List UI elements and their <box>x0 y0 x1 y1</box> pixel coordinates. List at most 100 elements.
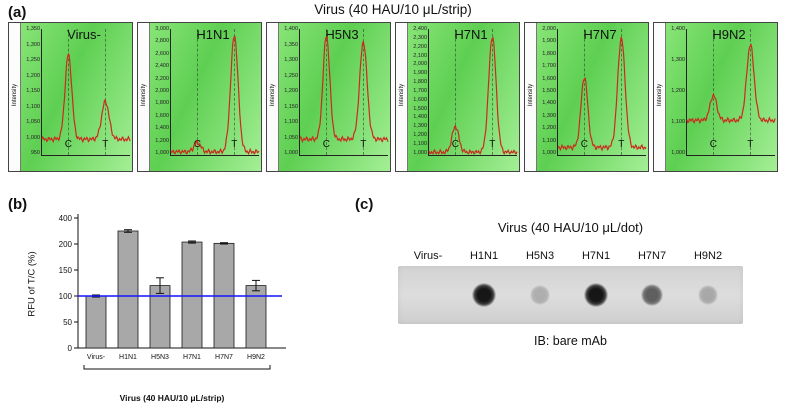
intensity-trace <box>41 52 131 144</box>
strip-chart-virus: Intensity 1,350 1,300 1,250 1,200 1,150 1,100 1… <box>8 22 133 172</box>
panel-a-label: (a) <box>8 4 27 21</box>
bar-chart-x-axis-group-label: Virus (40 HAU/10 μL/strip) <box>119 393 225 403</box>
strip-y-tick: 1,300 <box>284 57 298 63</box>
strip-name: H7N7 <box>583 27 617 42</box>
strip-y-tick: 1,300 <box>671 57 685 63</box>
strip-y-tick: 1,050 <box>26 119 40 125</box>
blot-dot-h7n1 <box>584 283 608 307</box>
dot-label-virus: Virus- <box>413 250 443 262</box>
bar-h5n3 <box>149 285 171 349</box>
intensity-axis-band <box>525 23 537 171</box>
strip-y-tick: 1,150 <box>26 88 40 94</box>
c-line-label: C <box>709 139 717 150</box>
strip-trace-svg <box>428 36 518 156</box>
strip-y-tick-labels: 2,400 2,300 2,200 2,100 2,000 1,900 1,800 1,700… <box>409 26 428 156</box>
strip-y-tick: 2,100 <box>413 52 427 59</box>
c-line-gridline <box>584 29 586 155</box>
strip-y-tick: 2,800 <box>155 38 169 45</box>
intensity-trace <box>170 36 260 156</box>
t-line-gridline <box>105 29 107 155</box>
x-group-bracket <box>83 365 271 370</box>
t-line-gridline <box>363 29 365 155</box>
intensity-axis-band <box>654 23 666 171</box>
strip-y-tick: 1,100 <box>26 103 40 110</box>
c-line-gridline <box>197 29 199 155</box>
strip-y-tick: 1,100 <box>413 140 427 147</box>
t-line-gridline <box>492 29 494 155</box>
strip-y-tick: 1,300 <box>542 112 556 119</box>
strip-y-axis-line <box>428 29 429 155</box>
strip-y-tick-labels: 3,000 2,800 2,600 2,400 2,200 2,000 1,800 1,600… <box>151 26 170 156</box>
strip-y-tick: 2,400 <box>413 26 427 32</box>
strip-y-tick-labels: 2,000 1,900 1,800 1,700 1,600 1,500 1,400 1,300… <box>538 26 557 156</box>
strip-y-tick: 1,150 <box>284 103 298 110</box>
strip-y-tick: 1,400 <box>284 26 298 32</box>
strip-y-tick: 2,000 <box>413 61 427 68</box>
x-tick-label: H7N7 <box>215 354 233 361</box>
strip-y-tick: 1,000 <box>413 149 427 156</box>
strip-y-axis-line <box>170 29 171 155</box>
strip-y-tick: 1,500 <box>413 105 427 112</box>
strip-x-axis-line <box>41 155 130 156</box>
strip-chart-h7n1: Intensity 2,400 2,300 2,200 2,100 2,000 1,900 1… <box>395 22 520 172</box>
strip-y-tick: 1,200 <box>671 88 685 94</box>
strip-y-tick: 1,800 <box>155 100 169 107</box>
t-line-label: T <box>231 139 238 150</box>
strip-y-tick: 1,200 <box>155 137 169 144</box>
x-tick-label: H5N3 <box>151 354 169 361</box>
y-tick-label: 100 <box>59 292 73 301</box>
blot-dot-h7n7 <box>641 284 663 306</box>
intensity-trace <box>299 35 389 144</box>
y-tick-label: 50 <box>63 318 72 327</box>
panel-c-label: (c) <box>355 196 374 213</box>
strip-y-tick: 1,050 <box>284 134 298 141</box>
strip-x-axis-line <box>428 155 517 156</box>
strip-y-tick: 1,200 <box>542 125 556 132</box>
c-line-gridline <box>455 29 457 155</box>
strip-y-tick: 2,000 <box>542 26 556 32</box>
t-line-label: T <box>489 139 496 150</box>
strip-chart-h1n1: Intensity 3,000 2,800 2,600 2,400 2,200 2,000 1… <box>137 22 262 172</box>
strip-y-tick: 1,400 <box>671 26 685 32</box>
dot-blot-title: Virus (40 HAU/10 μL/dot) <box>497 220 644 235</box>
strip-y-tick: 1,000 <box>26 134 40 141</box>
c-line-gridline <box>326 29 328 155</box>
c-line-label: C <box>193 139 201 150</box>
bar-h7n1 <box>181 241 203 349</box>
strip-y-tick: 2,200 <box>155 75 169 82</box>
bar-h9n2 <box>245 285 267 349</box>
strip-x-axis-line <box>686 155 775 156</box>
strip-trace-svg <box>41 52 131 144</box>
strip-y-tick: 1,600 <box>542 75 556 82</box>
intensity-axis-band <box>138 23 150 171</box>
intensity-axis-band <box>396 23 408 171</box>
panel-b-label: (b) <box>8 196 28 213</box>
strip-x-axis-line <box>170 155 259 156</box>
strip-x-axis-line <box>557 155 646 156</box>
strip-y-tick: 1,900 <box>542 38 556 45</box>
strip-y-tick: 1,600 <box>413 96 427 103</box>
c-line-label: C <box>64 139 72 150</box>
strip-y-tick: 1,700 <box>413 87 427 94</box>
dot-blot-membrane <box>398 266 743 324</box>
intensity-trace <box>557 36 647 152</box>
t-line-label: T <box>618 139 625 150</box>
dot-blot-panel: Virus (40 HAU/10 μL/dot) Virus- H1N1 H5N3 H… <box>398 214 743 359</box>
blot-dot-h9n2 <box>698 285 718 305</box>
strip-y-tick: 1,800 <box>413 79 427 86</box>
strip-y-tick: 1,000 <box>671 150 685 156</box>
strip-name: H7N1 <box>454 27 488 42</box>
dot-label-h5n3: H5N3 <box>525 250 555 262</box>
strip-y-axis-line <box>557 29 558 155</box>
strip-y-tick: 1,300 <box>26 41 40 48</box>
strip-chart-row: Intensity 1,350 1,300 1,250 1,200 1,150 1,100 1… <box>8 22 778 172</box>
strip-y-tick: 2,600 <box>155 50 169 57</box>
strip-y-tick: 2,000 <box>155 87 169 94</box>
y-tick-label: 0 <box>68 344 73 353</box>
strip-y-tick: 1,000 <box>155 149 169 156</box>
strip-y-tick: 1,400 <box>542 100 556 107</box>
bar-chart-panel: RFU of T/C (%) 0 50 100 150 200 400 Virus- H1N1… <box>20 210 320 415</box>
y-tick-label: 400 <box>59 214 73 223</box>
strip-y-tick-labels: 1,350 1,300 1,250 1,200 1,150 1,100 1,050 1,000… <box>22 26 41 156</box>
strip-y-tick: 1,200 <box>26 72 40 79</box>
